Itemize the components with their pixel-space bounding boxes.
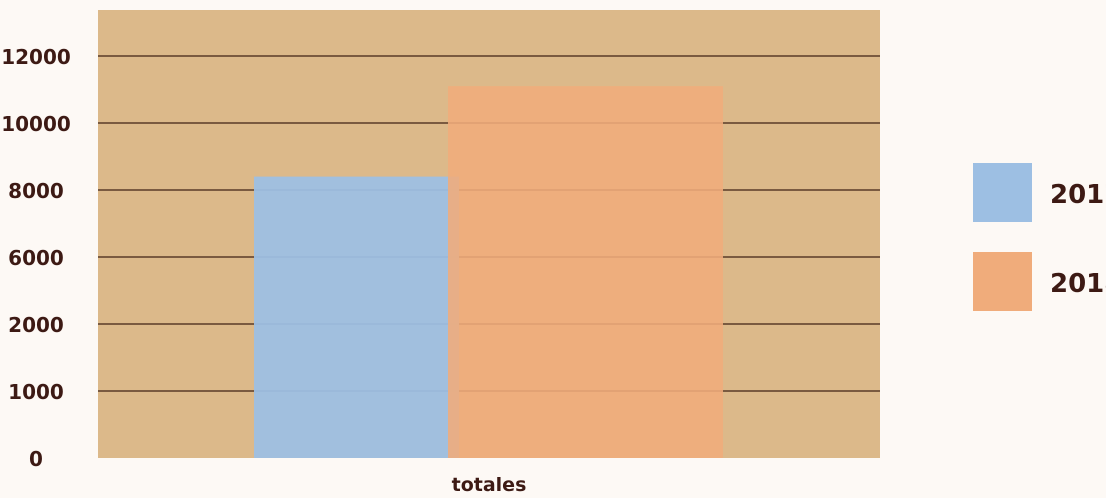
legend-swatch-2017 (973, 163, 1032, 222)
bar-2017 (254, 176, 459, 458)
x-axis-labels: totales (452, 474, 527, 496)
y-tick-label: 0 (29, 447, 43, 471)
y-tick-label: 12000 (1, 45, 71, 69)
bars (254, 86, 723, 459)
y-tick-label: 10000 (1, 112, 71, 136)
y-tick-label: 2000 (8, 313, 64, 337)
legend: 2017 2018 (973, 163, 1106, 311)
legend-label-2017: 2017 (1050, 180, 1106, 210)
x-category-label: totales (452, 474, 527, 496)
y-tick-label: 8000 (8, 179, 64, 203)
y-axis-tick-labels: 0 1000 2000 6000 8000 10000 12000 (1, 45, 71, 471)
bar-2018 (448, 86, 723, 459)
legend-swatch-2018 (973, 252, 1032, 311)
y-tick-label: 6000 (8, 246, 64, 270)
legend-label-2018: 2018 (1050, 269, 1106, 299)
y-tick-label: 1000 (8, 380, 64, 404)
